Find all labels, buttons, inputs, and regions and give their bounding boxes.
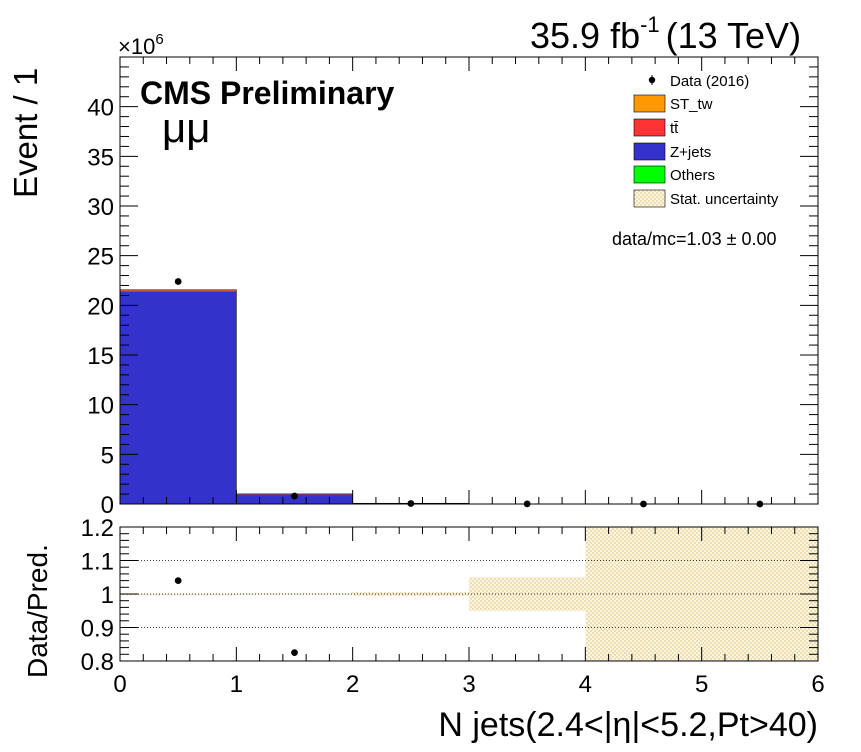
- main-panel: 0 5 10 15 20 25 30 35 40 ×106 CMS Preliminary μμ…: [7, 31, 819, 519]
- main-ytick-label: 20: [87, 293, 114, 320]
- legend-entry-st-tw: ST_tw: [633, 94, 713, 113]
- legend-label: ST_tw: [670, 96, 713, 113]
- channel-label: μμ: [162, 104, 210, 151]
- legend-label: Others: [670, 167, 715, 184]
- main-ytick-label: 15: [87, 343, 114, 370]
- experiment-label: CMS Preliminary: [140, 75, 395, 111]
- legend-label: Z+jets: [670, 144, 711, 161]
- data-point: [291, 492, 298, 500]
- ratio-ytick-label: 0.9: [81, 616, 114, 643]
- data-mc-ratio-text: data/mc=1.03 ± 0.00: [612, 229, 777, 249]
- main-y-axis-title: Event / 1: [7, 68, 44, 198]
- data-point: [523, 500, 531, 508]
- main-ytick-label: 25: [87, 244, 114, 271]
- ratio-ytick-label: 1.2: [81, 515, 114, 542]
- ratio-point: [291, 649, 298, 657]
- ratio-y-axis-title: Data/Pred.: [22, 544, 53, 678]
- ratio-points: [174, 577, 298, 657]
- main-ytick-label: 10: [87, 393, 114, 420]
- uncertainty-band-bin-0: [120, 593, 237, 596]
- main-ytick-label: 35: [87, 144, 114, 171]
- legend-label: tt̄: [670, 120, 679, 137]
- ratio-ytick-label: 1: [101, 582, 114, 609]
- legend-entry-others: Others: [633, 165, 715, 184]
- ratio-xtick-label: 2: [346, 671, 359, 698]
- uncertainty-band-bin-4: [585, 527, 702, 661]
- ratio-ytick-label: 1.1: [81, 549, 114, 576]
- ratio-gridlines: [120, 560, 818, 628]
- ratio-xtick-label: 1: [230, 671, 243, 698]
- ratio-xtick-label: 6: [811, 671, 824, 698]
- main-ytick-label: 5: [101, 442, 114, 469]
- legend-marker-data: [648, 76, 656, 84]
- legend-swatch: [633, 142, 666, 161]
- legend-label: Stat. uncertainty: [670, 191, 779, 208]
- legend-entry-ttbar: tt̄: [633, 118, 679, 137]
- data-point: [407, 500, 415, 507]
- main-ytick-label: 40: [87, 95, 114, 122]
- x-axis-title: N jets(2.4<|η|<5.2,Pt>40): [438, 706, 818, 744]
- uncertainty-band-bin-3: [469, 577, 586, 611]
- data-point: [756, 500, 764, 508]
- uncertainty-band-bin-2: [352, 592, 469, 596]
- ratio-xtick-label: 5: [695, 671, 708, 698]
- ratio-y-axis: 0.8 0.9 1 1.1 1.2: [81, 515, 818, 676]
- data-points: [174, 278, 764, 508]
- legend-entry-data: Data (2016): [648, 73, 749, 90]
- data-point: [174, 278, 182, 285]
- ratio-x-axis: 0 1 2 3 4 5 6: [113, 527, 825, 698]
- main-x-axis: [119, 57, 819, 504]
- uncertainty-band: [120, 527, 818, 661]
- ratio-point: [174, 577, 182, 584]
- legend-swatch: [633, 94, 666, 113]
- ratio-xtick-label: 3: [462, 671, 475, 698]
- ratio-xtick-label: 4: [579, 671, 592, 698]
- stack-bars: [119, 289, 818, 505]
- lumi-label: 35.9 fb-1 (13 TeV): [530, 12, 801, 56]
- legend-entry-zjets: Z+jets: [633, 142, 711, 161]
- main-y-axis: 0 5 10 15 20 25 30 35 40: [87, 66, 818, 519]
- legend-swatch: [633, 189, 666, 208]
- main-ytick-label: 30: [87, 194, 114, 221]
- ratio-ytick-label: 0.8: [81, 649, 114, 676]
- data-point: [640, 500, 647, 508]
- ratio-panel: 0.8 0.9 1 1.1 1.2 0 1 2 3 4 5 6 Data/Pred. N jets(…: [22, 515, 825, 744]
- legend-swatch: [633, 118, 666, 137]
- legend-entry-stat-unc: Stat. uncertainty: [633, 189, 779, 208]
- y-multiplier: ×106: [118, 31, 164, 59]
- bar-tt--bin-0: [120, 290, 237, 292]
- main-ytick-label: 0: [101, 492, 114, 519]
- legend: Data (2016) ST_tw tt̄ Z+jets Others Stat…: [633, 73, 779, 208]
- bar-z-jets-bin-0: [120, 291, 237, 504]
- ratio-xtick-label: 0: [113, 671, 126, 698]
- legend-swatch: [633, 165, 666, 184]
- legend-label: Data (2016): [670, 73, 749, 90]
